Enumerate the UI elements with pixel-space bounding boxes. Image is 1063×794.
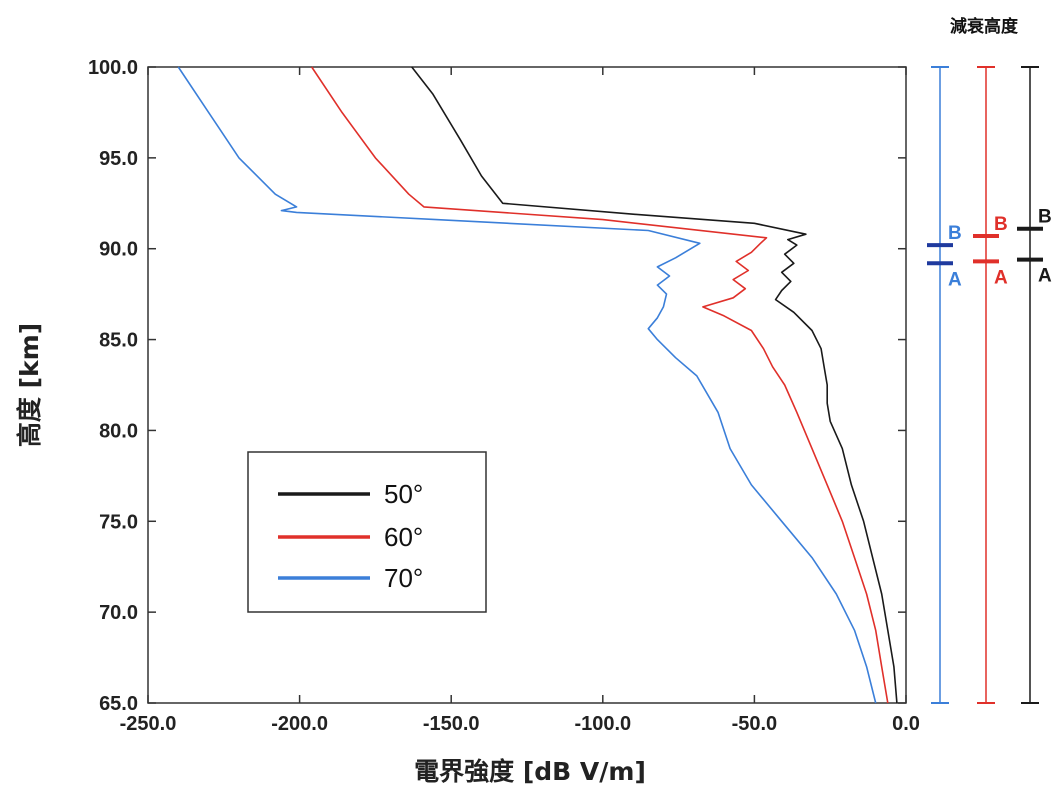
plot-area: -250.0 -200.0 -150.0 -100.0 -50.0 0.0 65.0 70.0… <box>88 57 920 735</box>
attenuation-height-panel: B A B A B A <box>927 66 1052 704</box>
panel-label-A: A <box>994 267 1008 288</box>
panel-label-B: B <box>1038 207 1052 228</box>
y-tick-label: 80.0 <box>99 420 138 442</box>
y-tick-label: 95.0 <box>99 148 138 170</box>
x-tick-label: -50.0 <box>732 713 778 735</box>
y-tick-label: 65.0 <box>99 693 138 715</box>
panel-label-B: B <box>994 214 1008 235</box>
y-tick-label: 90.0 <box>99 239 138 261</box>
x-tick-label: -100.0 <box>574 713 631 735</box>
x-tick-label: -150.0 <box>423 713 480 735</box>
y-axis-title: 高度 [km] <box>15 323 44 447</box>
x-tick-label: -200.0 <box>271 713 328 735</box>
series-line-2 <box>177 66 877 704</box>
panel-label-A: A <box>1038 266 1052 287</box>
legend-label-70: 70° <box>384 563 423 593</box>
legend-box <box>247 451 487 613</box>
y-tick-label: 100.0 <box>88 57 138 79</box>
legend-label-50: 50° <box>384 479 423 509</box>
y-tick-label: 85.0 <box>99 330 138 352</box>
plot-frame <box>147 66 907 704</box>
legend-label-60: 60° <box>384 522 423 552</box>
panel-label-A: A <box>948 269 962 290</box>
x-axis-title: 電界強度 [dB V/m] <box>414 757 646 786</box>
x-tick-label: -250.0 <box>120 713 177 735</box>
panel-label-B: B <box>948 223 962 244</box>
y-tick-label: 70.0 <box>99 602 138 624</box>
x-tick-label: 0.0 <box>892 713 920 735</box>
legend: 50° 60° 70° <box>247 451 487 613</box>
series-line-0 <box>411 66 898 704</box>
series-line-1 <box>311 66 889 704</box>
attenuation-height-title: 減衰高度 <box>950 16 1019 37</box>
y-tick-label: 75.0 <box>99 511 138 533</box>
